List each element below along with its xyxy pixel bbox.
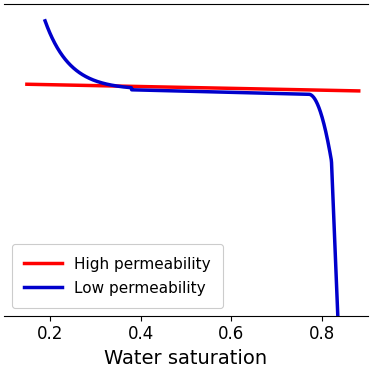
X-axis label: Water saturation: Water saturation: [105, 349, 267, 368]
Legend: High permeability, Low permeability: High permeability, Low permeability: [12, 244, 223, 308]
